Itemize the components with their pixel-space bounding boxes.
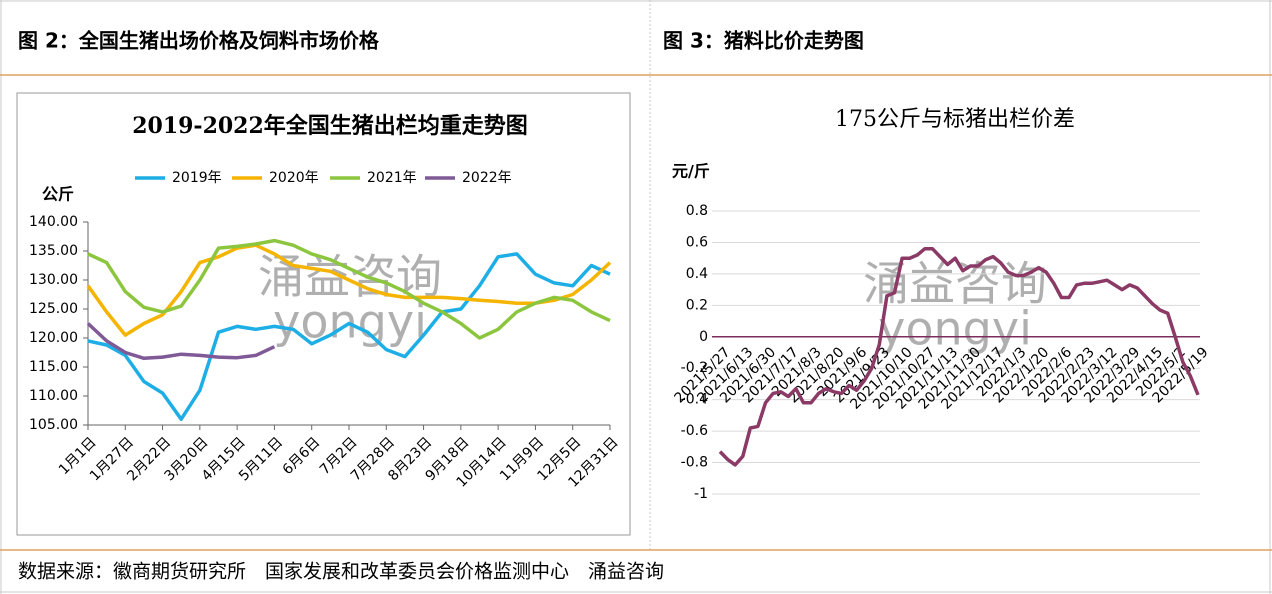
series-line bbox=[87, 252, 611, 421]
source-note: 数据来源：徽商期货研究所 国家发展和改革委员会价格监测中心 涌益咨询 bbox=[18, 561, 664, 583]
watermark: 涌益咨询 bbox=[863, 257, 1047, 311]
y-tick-label: 105.00 bbox=[29, 417, 78, 433]
y-tick-label: 135.00 bbox=[29, 243, 78, 259]
watermark: yongyi bbox=[273, 295, 427, 349]
chart-frame bbox=[16, 92, 631, 536]
y-tick-label: -0.6 bbox=[681, 423, 708, 439]
figure-caption: 图 3：猪料比价走势图 bbox=[663, 29, 864, 53]
y-axis-label: 公斤 bbox=[42, 185, 74, 204]
chart-title: 175公斤与标猪出栏价差 bbox=[835, 107, 1075, 132]
y-tick-label: 0.4 bbox=[686, 266, 708, 282]
chart-title: 2019-2022年全国生猪出栏均重走势图 bbox=[132, 113, 528, 139]
series-line bbox=[86, 243, 612, 337]
watermark: yongyi bbox=[878, 302, 1032, 356]
x-tick-label: 6月6日 bbox=[280, 434, 324, 478]
legend-label: 2021年 bbox=[367, 170, 417, 186]
y-tick-label: 0.6 bbox=[686, 234, 708, 250]
y-tick-label: 115.00 bbox=[29, 359, 78, 375]
figure-caption: 图 2：全国生猪出场价格及饲料市场价格 bbox=[18, 29, 380, 53]
y-tick-label: 110.00 bbox=[29, 388, 78, 404]
y-tick-label: 0.2 bbox=[686, 297, 708, 313]
y-tick-label: -0.4 bbox=[681, 392, 708, 408]
legend-label: 2020年 bbox=[269, 170, 319, 186]
y-axis-label: 元/斤 bbox=[672, 162, 710, 181]
series-line bbox=[718, 246, 1200, 467]
series-line bbox=[87, 238, 611, 340]
y-tick-label: -1 bbox=[694, 486, 708, 502]
y-tick-label: 140.00 bbox=[29, 214, 78, 230]
legend-label: 2022年 bbox=[462, 170, 512, 186]
y-tick-label: 130.00 bbox=[29, 272, 78, 288]
y-tick-label: -0.2 bbox=[681, 360, 708, 376]
y-tick-label: 0.8 bbox=[686, 203, 708, 219]
y-tick-label: 120.00 bbox=[29, 330, 78, 346]
legend-label: 2019年 bbox=[172, 170, 222, 186]
y-tick-label: 0 bbox=[699, 329, 708, 345]
y-tick-label: 125.00 bbox=[29, 301, 78, 317]
series-line bbox=[86, 322, 276, 361]
y-tick-label: -0.8 bbox=[681, 455, 708, 471]
